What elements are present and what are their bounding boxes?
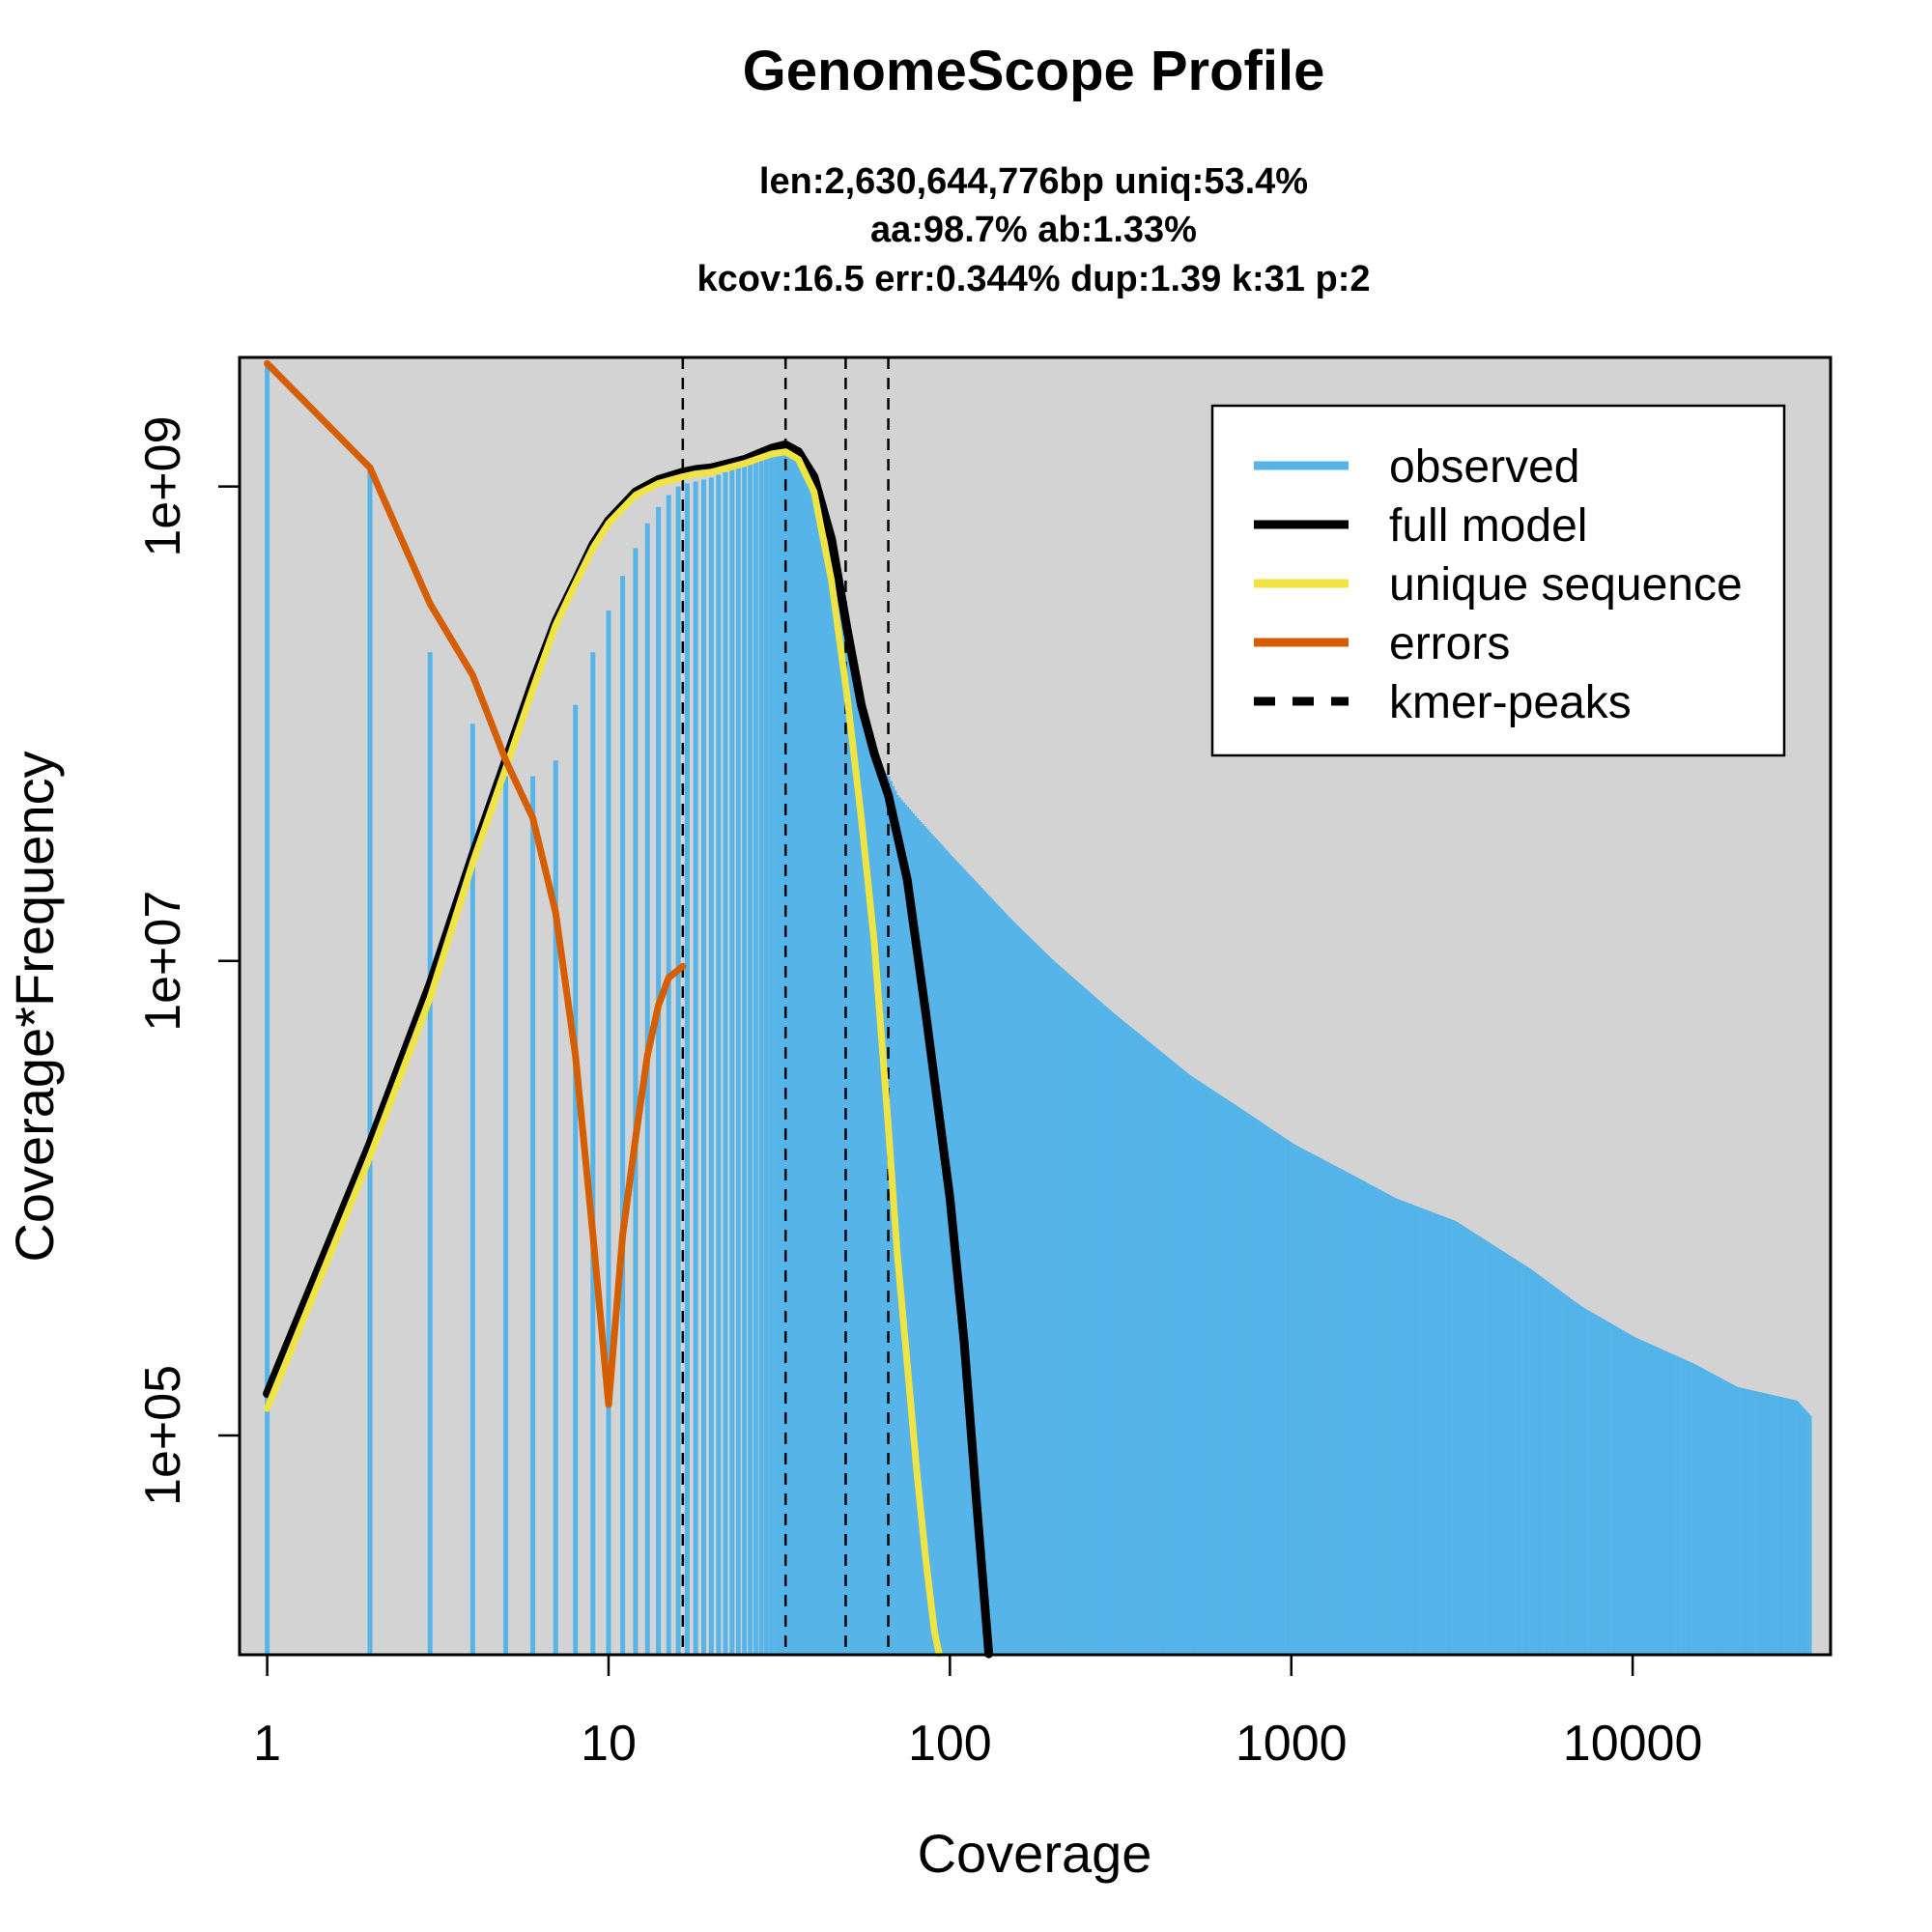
chart-subtitle-line-1: len:2,630,644,776bp uniq:53.4% — [759, 161, 1308, 202]
observed-series — [265, 366, 1812, 1655]
chart-title: GenomeScope Profile — [743, 40, 1325, 102]
chart-subtitle-line-2: aa:98.7% ab:1.33% — [870, 210, 1197, 250]
chart-subtitle-line-3: kcov:16.5 err:0.344% dup:1.39 k:31 p:2 — [696, 259, 1370, 299]
